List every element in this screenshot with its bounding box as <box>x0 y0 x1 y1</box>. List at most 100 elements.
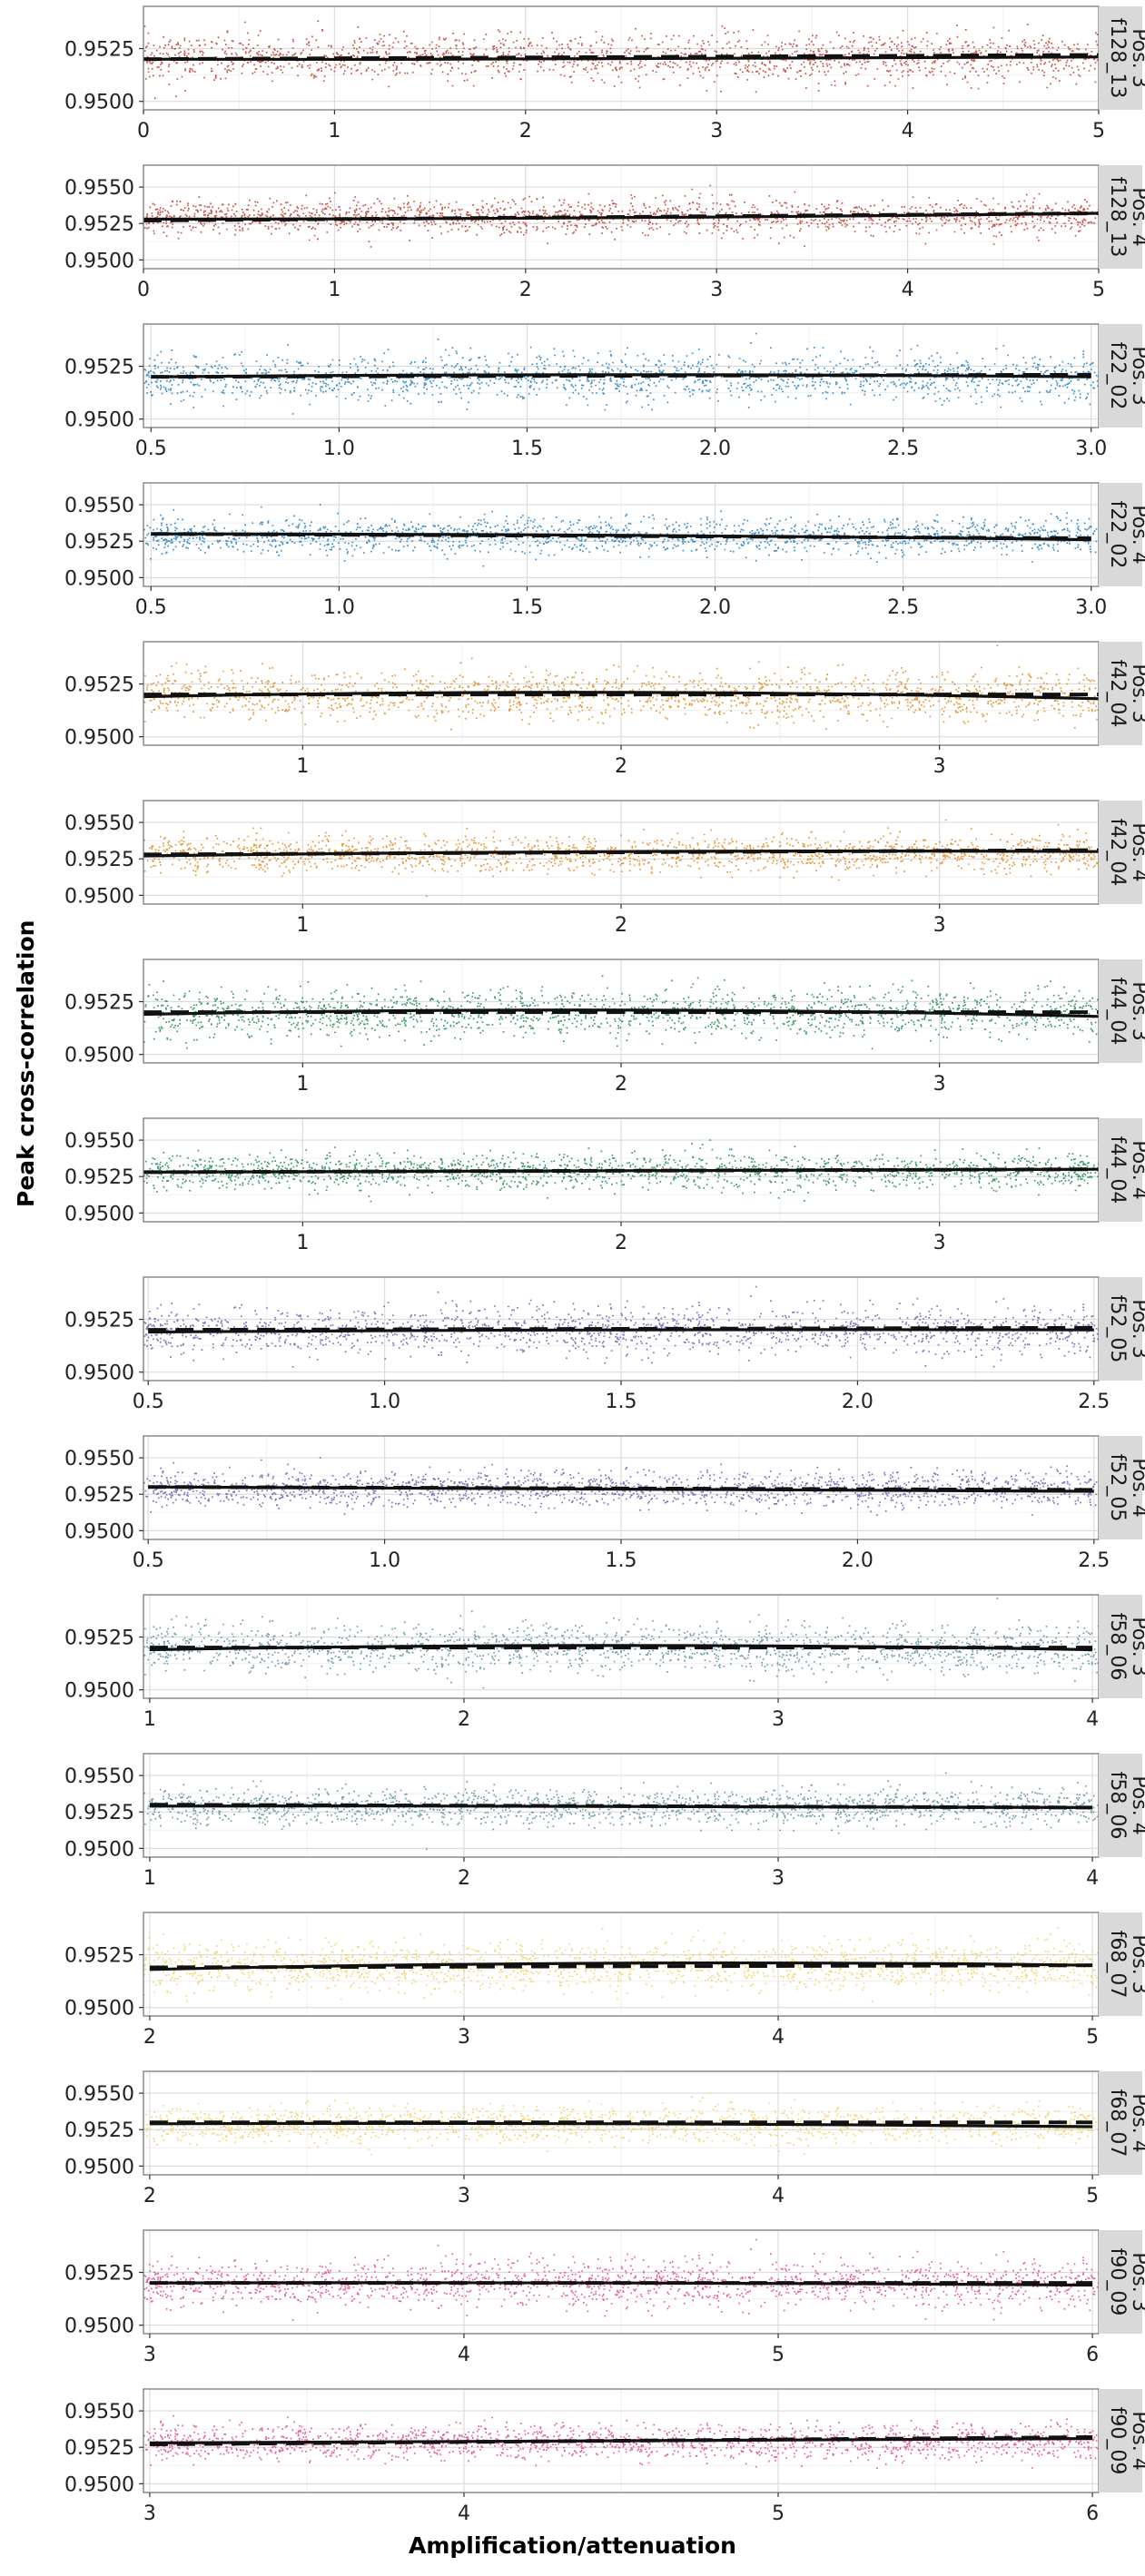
facet-label-position: Pos. 4 <box>1128 2093 1145 2152</box>
y-tick-label: 0.9525 <box>64 2263 134 2286</box>
x-tick-label: 2.0 <box>842 1549 874 1572</box>
x-tick-label: 4 <box>1086 1867 1099 1890</box>
facet-strip <box>1099 1754 1142 1857</box>
x-tick-label: 2.5 <box>887 596 919 619</box>
facet-label-position: Pos. 3 <box>1128 664 1145 723</box>
y-tick-label: 0.9500 <box>64 727 134 750</box>
x-tick-label: 2.5 <box>887 438 919 460</box>
x-tick-label: 3 <box>710 279 723 301</box>
facet-strip <box>1099 483 1142 586</box>
x-tick-label: 2 <box>615 755 627 778</box>
facet-label-id: f90_09 <box>1106 2248 1129 2316</box>
facet-label-id: f22_02 <box>1106 342 1129 410</box>
y-tick-label: 0.9500 <box>64 2156 134 2178</box>
y-tick-label: 0.9500 <box>64 1203 134 1225</box>
x-tick-label: 0 <box>137 279 150 301</box>
facet-label-position: Pos. 4 <box>1128 1458 1145 1517</box>
y-tick-label: 0.9550 <box>64 495 134 517</box>
x-tick-label: 0.5 <box>135 596 167 619</box>
facet-label-position: Pos. 3 <box>1128 1934 1145 1993</box>
facet-strip <box>1099 959 1142 1063</box>
y-tick-label: 0.9550 <box>64 1130 134 1153</box>
x-tick-label: 3 <box>933 1232 946 1254</box>
x-tick-label: 1 <box>296 914 309 937</box>
linear-fit-dashed-line <box>143 848 1100 857</box>
y-tick-label: 0.9500 <box>64 2473 134 2496</box>
facet-label-id: f90_09 <box>1106 2407 1129 2475</box>
facet-label-id: f68_07 <box>1106 2089 1129 2158</box>
facet-strip <box>1099 801 1142 904</box>
x-tick-label: 4 <box>1086 1708 1099 1731</box>
y-tick-label: 0.9550 <box>64 2083 134 2106</box>
x-tick-label: 2 <box>143 2026 156 2049</box>
x-tick-label: 2.0 <box>699 596 731 619</box>
x-tick-label: 3 <box>458 2185 470 2207</box>
x-tick-label: 3.0 <box>1075 596 1107 619</box>
facet-label-id: f42_04 <box>1106 819 1129 887</box>
x-tick-label: 1.5 <box>606 1549 637 1572</box>
x-tick-label: 4 <box>772 2026 785 2049</box>
y-tick-label: 0.9500 <box>64 567 134 590</box>
y-tick-label: 0.9525 <box>64 1484 134 1507</box>
scatter-points <box>143 644 1101 731</box>
facet-strip <box>1099 324 1142 428</box>
linear-fit-dashed-line <box>151 372 1091 379</box>
x-tick-label: 3 <box>143 2344 156 2366</box>
y-tick-label: 0.9550 <box>64 812 134 835</box>
x-tick-label: 1.0 <box>323 596 355 619</box>
scatter-points <box>143 1772 1101 1851</box>
x-tick-label: 4 <box>902 120 914 143</box>
linear-fit-dashed-line <box>143 211 1100 223</box>
y-tick-label: 0.9525 <box>64 849 134 871</box>
x-tick-label: 5 <box>1086 2185 1099 2207</box>
x-tick-label: 1.0 <box>369 1549 400 1572</box>
facet-label-position: Pos. 3 <box>1128 1617 1145 1676</box>
y-tick-label: 0.9525 <box>64 2437 134 2460</box>
facet-label-id: f128_13 <box>1106 18 1129 99</box>
x-tick-label: 3 <box>458 2026 470 2049</box>
y-tick-label: 0.9525 <box>64 1166 134 1189</box>
y-tick-label: 0.9500 <box>64 409 134 432</box>
x-tick-label: 4 <box>458 2502 470 2525</box>
facet-strip <box>1099 6 1142 110</box>
y-tick-label: 0.9550 <box>64 177 134 200</box>
facet-label-id: f128_13 <box>1106 177 1129 258</box>
scatter-point-cloud <box>143 819 1101 898</box>
x-tick-label: 2 <box>615 914 627 937</box>
x-tick-label: 3 <box>710 120 723 143</box>
y-tick-label: 0.9525 <box>64 39 134 62</box>
facet-label-position: Pos. 4 <box>1128 505 1145 564</box>
y-tick-label: 0.9500 <box>64 1680 134 1703</box>
x-tick-label: 2 <box>458 1708 470 1731</box>
y-tick-label: 0.9525 <box>64 992 134 1015</box>
y-tick-label: 0.9500 <box>64 1045 134 1067</box>
scatter-point-cloud <box>143 1772 1101 1851</box>
x-tick-label: 1 <box>296 1232 309 1254</box>
facet-label-id: f44_04 <box>1106 978 1129 1046</box>
facet-strip <box>1099 2230 1142 2334</box>
y-tick-label: 0.9500 <box>64 250 134 272</box>
facet-label-id: f58_06 <box>1106 1613 1129 1681</box>
facet-label-position: Pos. 3 <box>1128 28 1145 87</box>
linear-fit-dashed-line <box>143 1167 1100 1175</box>
x-tick-label: 2 <box>615 1073 627 1096</box>
facet-label-id: f52_05 <box>1106 1454 1129 1522</box>
x-tick-label: 0.5 <box>135 438 167 460</box>
y-tick-label: 0.9550 <box>64 2401 134 2424</box>
y-axis-title: Peak cross-correlation <box>13 919 39 1207</box>
x-tick-label: 2.0 <box>842 1391 874 1413</box>
linear-fit-dashed-line <box>151 532 1091 541</box>
facet-strip <box>1099 1277 1142 1381</box>
x-tick-label: 2 <box>458 1867 470 1890</box>
facet-label-id: f42_04 <box>1106 660 1129 728</box>
x-tick-label: 2 <box>519 279 532 301</box>
facet-label-position: Pos. 3 <box>1128 2252 1145 2311</box>
